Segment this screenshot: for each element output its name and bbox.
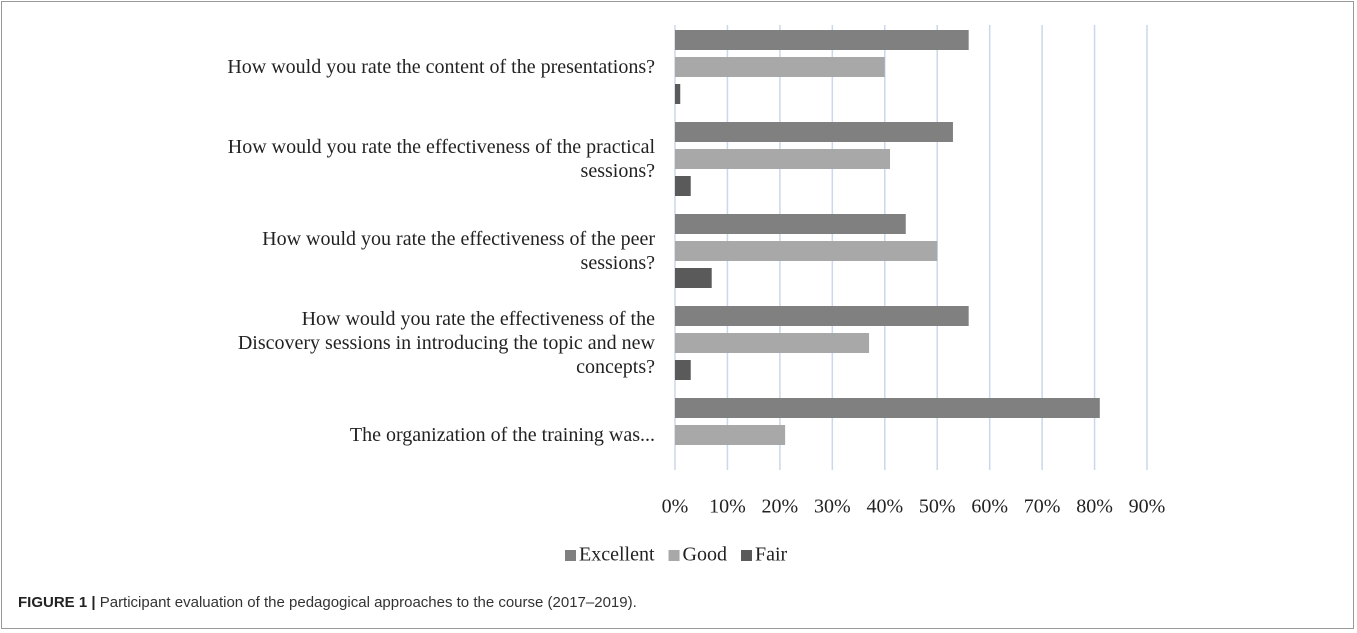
bar bbox=[675, 268, 712, 288]
caption-text: Participant evaluation of the pedagogica… bbox=[99, 594, 637, 611]
bar bbox=[675, 57, 885, 77]
legend-label: Fair bbox=[755, 544, 788, 566]
x-tick-label: 60% bbox=[971, 496, 1008, 518]
category-label: How would you rate the content of the pr… bbox=[227, 56, 655, 78]
x-tick-label: 20% bbox=[762, 496, 799, 518]
bar bbox=[675, 84, 681, 104]
x-tick-label: 70% bbox=[1024, 496, 1061, 518]
bar bbox=[675, 214, 906, 234]
category-label: How would you rate the effectiveness of … bbox=[227, 136, 655, 182]
bar bbox=[675, 30, 969, 50]
x-tick-label: 80% bbox=[1076, 496, 1113, 518]
legend-swatch bbox=[740, 550, 752, 561]
x-tick-label: 10% bbox=[709, 496, 746, 518]
bar bbox=[675, 306, 969, 326]
bar bbox=[675, 241, 938, 261]
legend-label: Excellent bbox=[579, 544, 655, 566]
category-label: How would you rate the effectiveness of … bbox=[237, 308, 655, 378]
category-label: The organization of the training was... bbox=[349, 424, 655, 446]
legend-swatch bbox=[668, 550, 680, 561]
legend-label: Good bbox=[683, 544, 727, 566]
caption-label: FIGURE 1 | bbox=[18, 594, 96, 611]
bar bbox=[675, 149, 891, 169]
x-tick-label: 30% bbox=[814, 496, 851, 518]
x-tick-label: 40% bbox=[866, 496, 903, 518]
x-tick-label: 0% bbox=[662, 496, 689, 518]
bar bbox=[675, 398, 1100, 418]
x-tick-label: 90% bbox=[1129, 496, 1166, 518]
bar bbox=[675, 176, 691, 196]
x-tick-label: 50% bbox=[919, 496, 956, 518]
legend-swatch bbox=[565, 550, 576, 561]
caption: FIGURE 1 | Participant evaluation of the… bbox=[18, 594, 637, 611]
bar bbox=[675, 360, 691, 380]
bar bbox=[675, 122, 953, 142]
category-label: How would you rate the effectiveness of … bbox=[262, 228, 655, 274]
bar bbox=[675, 333, 870, 353]
bar bbox=[675, 425, 786, 445]
